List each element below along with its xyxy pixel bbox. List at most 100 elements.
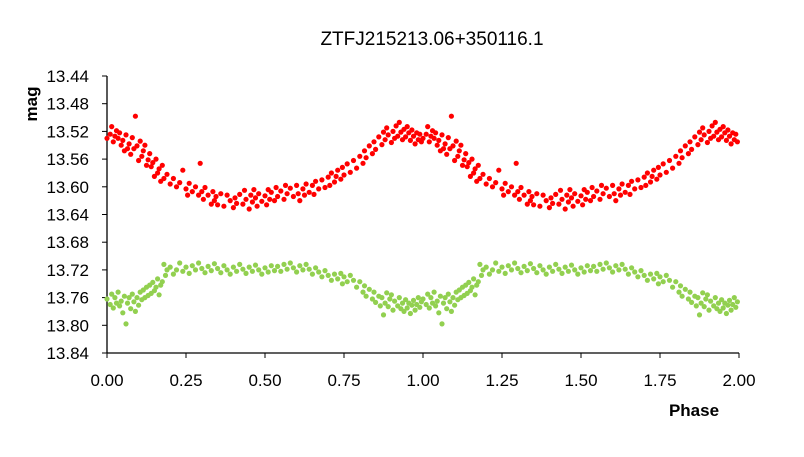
data-point xyxy=(199,189,205,195)
data-point xyxy=(396,119,402,125)
data-point xyxy=(404,124,410,130)
data-point xyxy=(399,300,406,306)
data-point xyxy=(275,263,281,269)
data-point xyxy=(252,195,259,201)
data-point xyxy=(440,300,447,306)
data-point xyxy=(677,148,684,154)
data-point xyxy=(622,266,628,272)
data-point xyxy=(450,295,456,301)
data-point xyxy=(129,291,135,297)
data-point xyxy=(325,174,331,180)
data-point xyxy=(415,295,421,301)
series-2 xyxy=(104,260,741,327)
y-tick-label: 13.56 xyxy=(46,150,89,169)
data-point xyxy=(715,300,722,306)
data-point xyxy=(594,268,600,274)
data-point xyxy=(417,304,423,310)
data-point xyxy=(248,192,254,198)
data-point xyxy=(338,270,344,276)
data-point xyxy=(537,203,543,209)
data-point xyxy=(423,131,429,137)
data-point xyxy=(644,170,651,176)
data-point xyxy=(136,157,142,164)
data-point xyxy=(666,157,673,164)
data-point xyxy=(313,265,319,271)
data-point xyxy=(689,146,695,152)
data-point xyxy=(215,202,221,208)
data-point xyxy=(701,132,707,138)
data-point xyxy=(543,198,549,204)
data-point xyxy=(262,193,268,199)
data-point xyxy=(249,268,255,274)
data-point xyxy=(262,265,268,271)
data-point xyxy=(205,263,211,269)
data-point xyxy=(210,189,216,195)
data-point xyxy=(164,171,170,177)
data-point xyxy=(695,295,701,301)
data-point xyxy=(309,182,315,188)
data-point xyxy=(426,305,432,311)
data-point xyxy=(606,265,613,271)
data-points xyxy=(104,113,741,327)
data-point xyxy=(466,160,472,166)
data-point xyxy=(431,135,437,141)
data-point xyxy=(526,189,532,195)
data-point xyxy=(534,270,540,276)
x-tick-label: 1.25 xyxy=(485,371,518,390)
data-point xyxy=(185,192,191,198)
data-point xyxy=(197,160,203,166)
data-point xyxy=(632,269,638,275)
data-point xyxy=(682,286,688,292)
data-point xyxy=(534,191,540,197)
data-point xyxy=(409,302,415,308)
data-point xyxy=(124,300,131,306)
data-point xyxy=(513,160,519,166)
x-tick-label: 0.50 xyxy=(248,371,281,390)
data-point xyxy=(537,263,543,269)
data-point xyxy=(109,124,115,130)
data-point xyxy=(428,295,434,301)
data-point xyxy=(477,261,483,267)
data-point xyxy=(218,191,224,197)
data-point xyxy=(483,181,489,187)
data-point xyxy=(511,192,518,198)
data-point xyxy=(486,271,492,277)
data-point xyxy=(521,263,527,269)
data-point xyxy=(568,262,575,268)
data-point xyxy=(587,198,594,204)
data-point xyxy=(448,308,454,314)
data-point xyxy=(505,189,511,195)
data-point xyxy=(521,192,527,198)
data-point xyxy=(425,124,431,130)
data-point xyxy=(417,131,423,137)
data-point xyxy=(234,200,240,206)
data-point xyxy=(360,160,366,166)
data-point xyxy=(518,184,524,191)
data-point xyxy=(677,283,684,289)
data-point xyxy=(635,274,641,280)
data-point xyxy=(565,268,572,274)
data-point xyxy=(486,175,492,182)
data-point xyxy=(610,182,616,188)
data-point xyxy=(466,279,472,285)
data-point xyxy=(531,265,537,272)
data-point xyxy=(180,167,186,173)
data-point xyxy=(333,173,339,179)
data-point xyxy=(213,193,219,200)
data-point xyxy=(687,139,693,145)
data-point xyxy=(208,268,214,274)
data-point xyxy=(120,310,126,316)
data-point xyxy=(655,164,662,170)
series-1 xyxy=(104,113,741,212)
data-point xyxy=(445,291,451,297)
data-point xyxy=(643,182,649,188)
data-point xyxy=(700,290,706,296)
data-point xyxy=(673,153,679,159)
y-tick-label: 13.64 xyxy=(46,206,89,225)
data-point xyxy=(635,177,641,183)
data-point xyxy=(458,142,464,148)
data-point xyxy=(663,169,669,175)
data-point xyxy=(327,182,333,188)
data-point xyxy=(290,265,296,271)
data-point xyxy=(467,173,473,179)
